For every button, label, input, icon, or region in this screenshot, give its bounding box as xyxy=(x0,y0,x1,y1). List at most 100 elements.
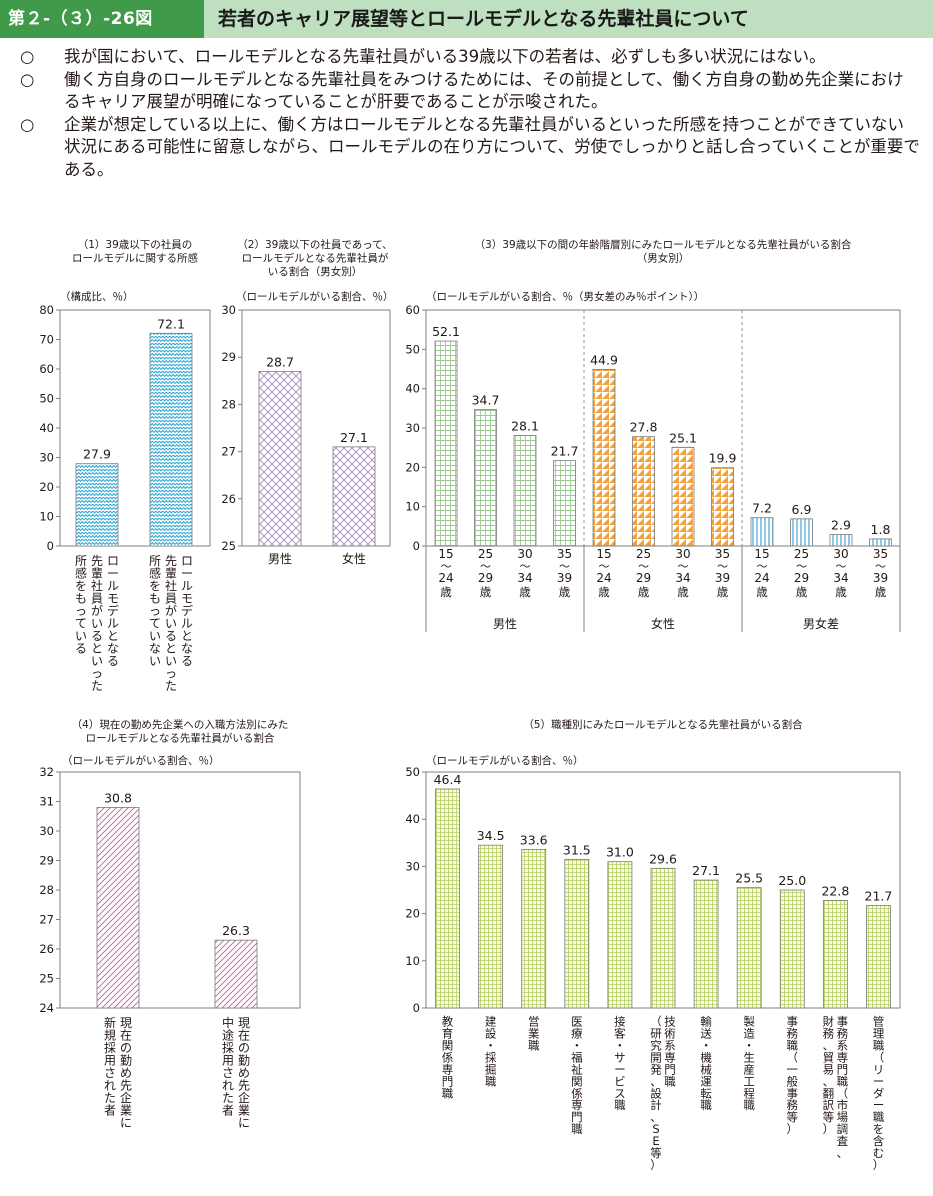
bar xyxy=(822,899,848,1009)
x-category-label: 男性 xyxy=(268,552,292,566)
data-label: 31.0 xyxy=(606,845,634,860)
bar xyxy=(96,807,140,1009)
data-label: 29.6 xyxy=(649,851,677,866)
x-age-label: 歳 xyxy=(717,585,729,599)
x-age-label: 歳 xyxy=(875,585,887,599)
y-tick-label: 30 xyxy=(221,303,236,317)
y-axis-unit: （ロールモデルがいる割合、％） xyxy=(62,754,220,767)
y-tick-label: 30 xyxy=(39,824,54,838)
bar xyxy=(214,939,258,1009)
group-label: 男女差 xyxy=(803,616,839,631)
chart-title: （1）39歳以下の社員の xyxy=(78,238,193,251)
x-category-label: ロールモデルとなる xyxy=(107,554,119,668)
x-category-label: 製造・生産工程職 xyxy=(743,1015,755,1113)
data-label: 30.8 xyxy=(104,790,132,805)
y-tick-label: 40 xyxy=(39,421,54,435)
data-label: 34.5 xyxy=(477,828,505,843)
group-label: 男性 xyxy=(493,617,517,631)
y-tick-label: 26 xyxy=(39,942,54,956)
x-category-label: 接客・サービス職 xyxy=(614,1015,626,1113)
x-age-label: 15 xyxy=(596,547,611,561)
data-label: 6.9 xyxy=(792,502,812,517)
x-age-label: 15 xyxy=(754,547,769,561)
bar xyxy=(435,788,460,1009)
x-age-label: 歳 xyxy=(638,585,650,599)
data-label: 27.9 xyxy=(83,447,111,462)
y-tick-label: 30 xyxy=(405,421,420,435)
bar xyxy=(671,446,695,547)
y-tick-label: 29 xyxy=(39,854,54,868)
y-tick-label: 50 xyxy=(405,765,420,779)
data-label: 52.1 xyxy=(432,324,460,339)
x-category-label: 先輩社員がいるといった xyxy=(91,554,103,693)
x-category-label: ロールモデルとなる xyxy=(181,554,193,668)
y-axis-unit: （ロールモデルがいる割合、％（男女差のみ％ポイント）） xyxy=(426,290,704,303)
x-age-label: ～ xyxy=(757,560,768,573)
bar xyxy=(332,446,376,547)
y-tick-label: 20 xyxy=(405,460,420,474)
y-axis-unit: （ロールモデルがいる割合、％） xyxy=(426,754,584,767)
chart-title: （3）39歳以下の間の年齢階層別にみたロールモデルとなる先輩社員がいる割合 xyxy=(475,238,852,251)
y-tick-label: 0 xyxy=(413,1001,420,1015)
x-age-label: 歳 xyxy=(480,585,492,599)
y-tick-label: 24 xyxy=(39,1001,54,1015)
data-label: 31.5 xyxy=(563,842,591,857)
y-tick-label: 28 xyxy=(221,397,236,411)
summary-bullets: ○ 我が国において、ロールモデルとなる先輩社員がいる39歳以下の若者は、必ずしも多… xyxy=(20,46,920,181)
x-age-label: 39 xyxy=(557,571,572,585)
bar xyxy=(779,889,805,1009)
x-age-label: ～ xyxy=(441,560,452,573)
y-tick-label: 70 xyxy=(39,333,54,347)
y-axis-unit: （ロールモデルがいる割合、％） xyxy=(236,290,394,303)
bar xyxy=(736,887,762,1009)
bar xyxy=(521,849,547,1009)
x-category-label: 医療・福祉関係専門職 xyxy=(571,1015,583,1137)
x-age-label: 39 xyxy=(873,571,888,585)
x-age-label: 35 xyxy=(557,547,572,561)
x-age-label: 24 xyxy=(754,571,769,585)
plot-frame xyxy=(59,771,301,1009)
plot-frame xyxy=(425,309,901,547)
x-age-label: 29 xyxy=(794,571,809,585)
data-label: 28.1 xyxy=(511,418,539,433)
x-category-label: 営業職 xyxy=(528,1015,540,1053)
x-age-label: 30 xyxy=(517,547,532,561)
y-tick-label: 32 xyxy=(39,765,54,779)
x-age-label: 35 xyxy=(873,547,888,561)
summary-text: 我が国において、ロールモデルとなる先輩社員がいる39歳以下の若者は、必ずしも多い… xyxy=(64,47,826,66)
bar xyxy=(258,370,302,547)
x-age-label: 30 xyxy=(833,547,848,561)
data-label: 27.1 xyxy=(340,430,368,445)
x-age-label: ～ xyxy=(520,560,531,573)
y-tick-label: 60 xyxy=(405,303,420,317)
chart-title: （5）職種別にみたロールモデルとなる先輩社員がいる割合 xyxy=(523,718,803,731)
y-tick-label: 60 xyxy=(39,362,54,376)
group-label: 女性 xyxy=(651,616,675,631)
x-age-label: 25 xyxy=(794,547,809,561)
data-label: 34.7 xyxy=(472,393,500,408)
data-label: 1.8 xyxy=(871,522,891,537)
data-label: 22.8 xyxy=(821,883,849,898)
x-age-label: ～ xyxy=(559,560,570,573)
bar xyxy=(632,436,655,547)
x-age-label: ～ xyxy=(638,560,649,573)
x-category-label: 中途採用された者 xyxy=(222,1015,234,1117)
x-age-label: 39 xyxy=(715,571,730,585)
x-age-label: ～ xyxy=(875,560,886,573)
x-age-label: ～ xyxy=(836,560,847,573)
y-tick-label: 50 xyxy=(39,392,54,406)
x-age-label: 24 xyxy=(438,571,453,585)
y-tick-label: 40 xyxy=(405,382,420,396)
y-tick-label: 10 xyxy=(405,500,420,514)
data-label: 27.1 xyxy=(692,863,720,878)
chart-title: ロールモデルとなる先輩社員がいる割合 xyxy=(86,732,275,745)
chart-title: いる割合（男女別） xyxy=(268,265,363,278)
y-tick-label: 27 xyxy=(39,913,54,927)
summary-text: 働く方自身のロールモデルとなる先輩社員をみつけるためには、その前提として、働く方… xyxy=(64,69,904,112)
plot-frame xyxy=(241,309,391,547)
bar xyxy=(564,858,590,1009)
x-age-label: ～ xyxy=(599,560,610,573)
y-tick-label: 30 xyxy=(405,859,420,873)
data-label: 7.2 xyxy=(752,501,772,516)
